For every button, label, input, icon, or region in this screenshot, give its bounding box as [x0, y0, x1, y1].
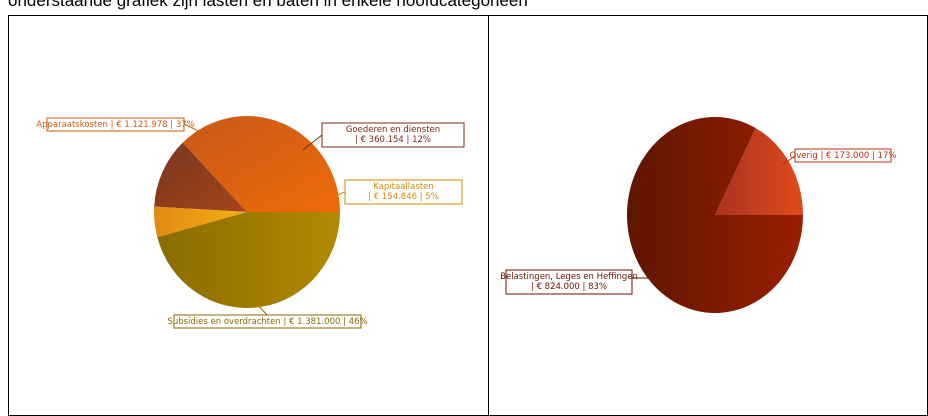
pie-slice-1-0 [715, 128, 803, 215]
pie-slice-0-2 [154, 206, 247, 238]
pie-slice-1-1 [627, 117, 803, 314]
pie-chart-revenue: Overig | € 173.000 | 17% Belastingen, Leg… [500, 117, 897, 314]
pie-slice-0-1 [154, 142, 247, 212]
slice-label-1-1: Belastingen, Leges en Heffingen| € 824.0… [500, 269, 657, 295]
svg-text:| € 824.000 | 83%: | € 824.000 | 83% [531, 282, 607, 292]
page-caption: onderstaande grafiek zijn lasten en bate… [8, 0, 528, 10]
chart-frame-revenue: Overig | € 173.000 | 17% Belastingen, Leg… [488, 15, 928, 416]
chart-frame-costs: Apparaatskosten | € 1.121.978 | 37% Goede… [8, 15, 488, 416]
svg-text:Subsidies en overdrachten | €: Subsidies en overdrachten | € 1.381.000 … [167, 317, 367, 327]
svg-text:Overig | € 173.000 | 17%: Overig | € 173.000 | 17% [790, 151, 897, 161]
slice-label-0-2: Kapitaallasten| € 154.846 | 5% [334, 179, 463, 205]
slice-label-0-0: Apparaatskosten | € 1.121.978 | 37% [36, 117, 206, 135]
svg-text:Goederen en diensten: Goederen en diensten [346, 125, 440, 135]
svg-text:Belastingen, Leges en Heffinge: Belastingen, Leges en Heffingen [500, 272, 638, 282]
svg-text:| € 360.154 | 12%: | € 360.154 | 12% [355, 135, 431, 145]
svg-text:| € 154.846 | 5%: | € 154.846 | 5% [368, 192, 439, 202]
slice-label-0-1: Goederen en diensten| € 360.154 | 12% [302, 122, 465, 151]
svg-text:Kapitaallasten: Kapitaallasten [373, 182, 433, 192]
pie-slice-0-3 [157, 212, 340, 308]
slice-label-1-0: Overig | € 173.000 | 17% [780, 148, 897, 167]
slice-label-0-3: Subsidies en overdrachten | € 1.381.000 … [167, 305, 368, 329]
pie-chart-costs: Apparaatskosten | € 1.121.978 | 37% Goede… [36, 116, 465, 329]
pie-slice-0-0 [182, 116, 340, 212]
svg-text:Apparaatskosten | € 1.121.978: Apparaatskosten | € 1.121.978 | 37% [36, 120, 194, 130]
